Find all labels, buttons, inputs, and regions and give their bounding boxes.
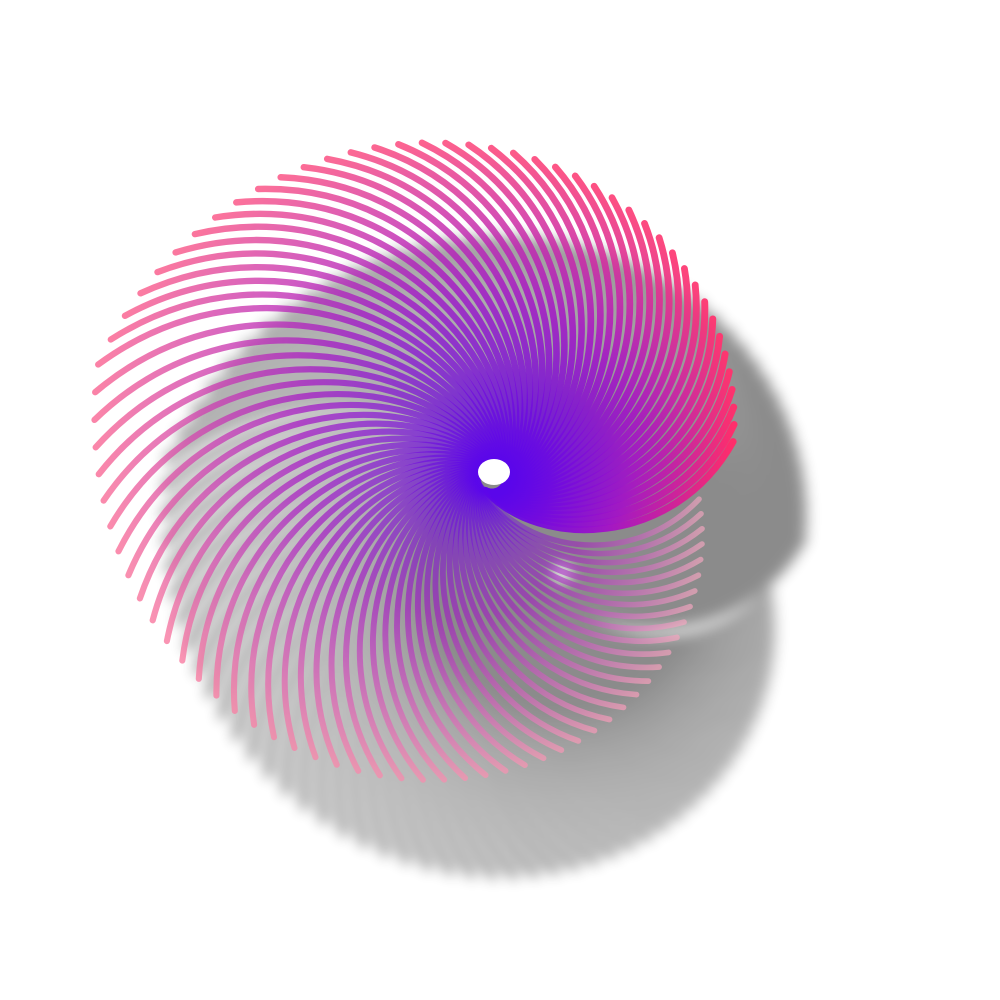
spiral-stroke bbox=[121, 277, 508, 475]
spiral-stroke bbox=[230, 454, 494, 714]
spiral-stroke bbox=[195, 446, 496, 682]
spiral-stroke bbox=[92, 352, 505, 471]
spiral-stroke bbox=[115, 401, 501, 555]
spiral-stroke bbox=[313, 462, 489, 768]
spiral-stroke bbox=[163, 435, 498, 645]
spiral-stroke bbox=[125, 411, 501, 579]
spiral-stroke bbox=[95, 305, 507, 473]
spiral-stroke bbox=[95, 366, 504, 478]
spiral-stroke bbox=[100, 379, 503, 504]
spiral-stroke bbox=[92, 321, 506, 472]
spiral-stroke bbox=[136, 420, 500, 602]
spiral-stroke bbox=[172, 237, 510, 477]
spiral-stroke-layer bbox=[91, 139, 738, 783]
spiral-stroke bbox=[212, 210, 514, 479]
spiral-stroke bbox=[137, 264, 508, 475]
spiral-stroke bbox=[107, 291, 507, 474]
spiral-stroke bbox=[328, 462, 489, 774]
spiral-stroke bbox=[107, 391, 502, 530]
spiral-stroke bbox=[281, 461, 491, 751]
spiral-stroke bbox=[179, 441, 497, 664]
spiral-stroke bbox=[154, 250, 509, 476]
spiral-stroke bbox=[248, 457, 493, 728]
spiral-stroke bbox=[213, 451, 495, 699]
spiral-stroke bbox=[91, 337, 505, 472]
spiral-stroke bbox=[479, 485, 702, 548]
spiral-stroke bbox=[265, 459, 492, 741]
spiral-eye bbox=[478, 459, 510, 485]
spiral-stroke bbox=[149, 428, 499, 624]
spiral-stroke bbox=[297, 461, 490, 761]
